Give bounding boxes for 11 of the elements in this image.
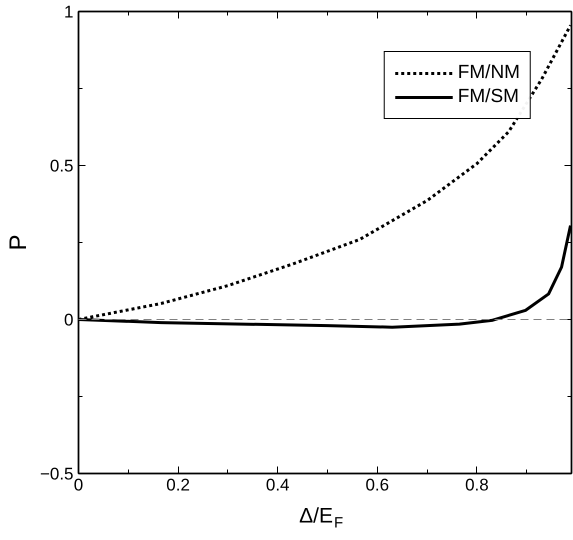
y-tick-label: 0 xyxy=(64,310,74,330)
x-tick-label: 0.6 xyxy=(365,476,390,494)
legend-label: FM/NM xyxy=(458,62,520,84)
legend-label: FM/SM xyxy=(458,86,519,108)
y-tick-label: −0.5 xyxy=(40,464,74,484)
x-tick-label: 0.8 xyxy=(465,476,489,494)
x-tick-label: 0.4 xyxy=(266,476,290,494)
y-tick-label: 0.5 xyxy=(50,156,74,176)
y-tick-label: 1 xyxy=(64,2,74,22)
y-axis-title: P xyxy=(4,234,32,251)
x-tick-label: 0.2 xyxy=(166,476,190,494)
